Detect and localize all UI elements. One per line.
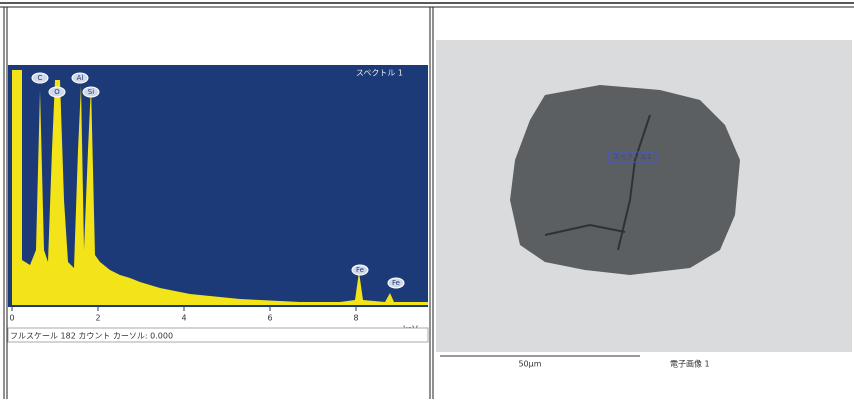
status-text: フルスケール 182 カウント カーソル: 0.000 [10, 332, 173, 341]
status-bar [7, 327, 429, 343]
particle [510, 85, 740, 275]
peak-label: Fe [392, 279, 400, 287]
spectrum-trace [12, 70, 428, 305]
peak-badge [71, 72, 89, 84]
image-caption: 電子画像 1 [670, 359, 710, 369]
scale-strip [436, 352, 852, 374]
peak-label: O [54, 88, 60, 96]
axis-tick-label: 6 [267, 314, 272, 323]
spectrum-marker [607, 151, 657, 163]
peak-badge [387, 277, 405, 289]
marker-label: スペクトル1 [613, 153, 652, 161]
sem-panel: スペクトル1 50µm 電子画像 1 [436, 40, 852, 374]
axis-tick-label: 2 [95, 314, 100, 323]
peak-label: C [38, 74, 43, 82]
crack [544, 114, 651, 251]
axis-tick-label: 8 [353, 314, 358, 323]
axis-strip [8, 305, 428, 325]
peak-badge [82, 86, 100, 98]
peak-badge [351, 264, 369, 276]
axis-tick-label: 0 [9, 314, 14, 323]
peak-label: Fe [356, 266, 364, 274]
spectrum-panel: スペクトル 1 keV フルスケール 182 カウント カーソル: 0.000 [7, 65, 429, 343]
spectrum-title: スペクトル 1 [356, 69, 403, 78]
peak-label: Al [77, 74, 84, 82]
scale-label: 50µm [518, 360, 541, 369]
axis-tick-label: 4 [181, 314, 186, 323]
peak-badge [48, 86, 66, 98]
peak-label: Si [88, 88, 94, 96]
peak-badge [31, 72, 49, 84]
